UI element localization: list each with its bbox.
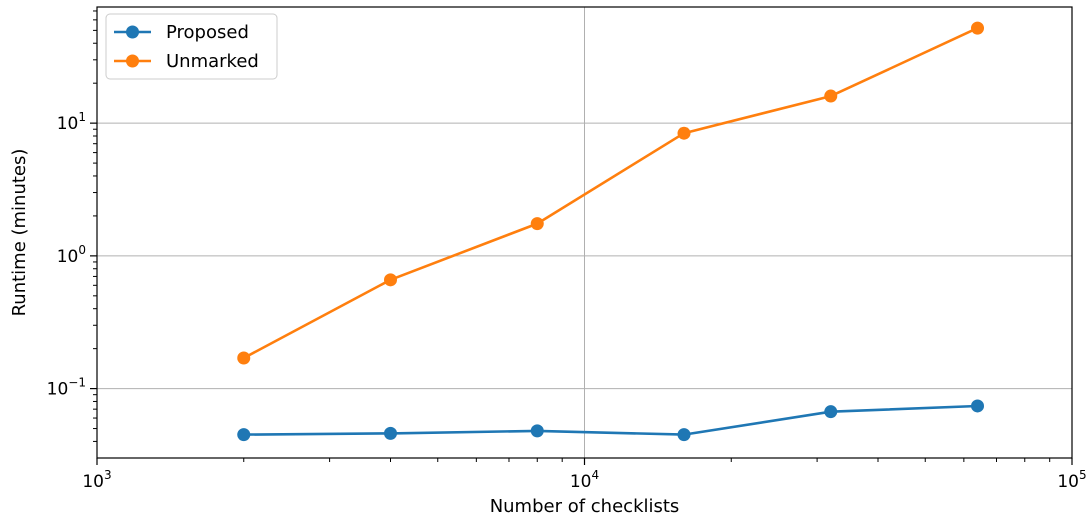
unmarked-point: [237, 351, 251, 365]
proposed-point: [824, 405, 838, 419]
series-layer: [237, 21, 985, 442]
y-tick-label: 10−1: [47, 376, 86, 400]
x-tick-label: 105: [1057, 468, 1086, 492]
y-tick-label: 101: [57, 110, 86, 134]
x-axis-label: Number of checklists: [490, 496, 680, 517]
proposed-series: [237, 399, 985, 442]
unmarked-point: [971, 21, 985, 35]
y-axis-label: Runtime (minutes): [9, 149, 30, 317]
legend-item-proposed: Proposed: [114, 22, 249, 43]
unmarked-point: [384, 273, 398, 287]
proposed-point: [677, 428, 691, 442]
legend-box: [105, 13, 278, 80]
legend: Proposed Unmarked: [105, 13, 278, 80]
x-tick-label: 104: [570, 468, 599, 492]
legend-label: Proposed: [166, 22, 249, 43]
proposed-point: [384, 426, 398, 440]
proposed-point: [237, 428, 251, 442]
x-tick-label: 103: [82, 468, 111, 492]
y-tick-label: 100: [57, 243, 86, 267]
unmarked-point: [677, 126, 691, 140]
legend-swatch-marker: [126, 25, 139, 39]
legend-item-unmarked: Unmarked: [114, 51, 259, 72]
axis-ticks: 103 104 105 10−1 100 101: [47, 10, 1087, 492]
proposed-point: [971, 399, 985, 413]
legend-label: Unmarked: [166, 51, 259, 72]
proposed-point: [530, 424, 544, 438]
proposed-line: [243, 404, 978, 436]
unmarked-point: [824, 89, 838, 103]
unmarked-point: [530, 217, 544, 231]
unmarked-line: [243, 26, 979, 360]
unmarked-series: [237, 21, 985, 365]
legend-swatch-marker: [126, 54, 139, 68]
